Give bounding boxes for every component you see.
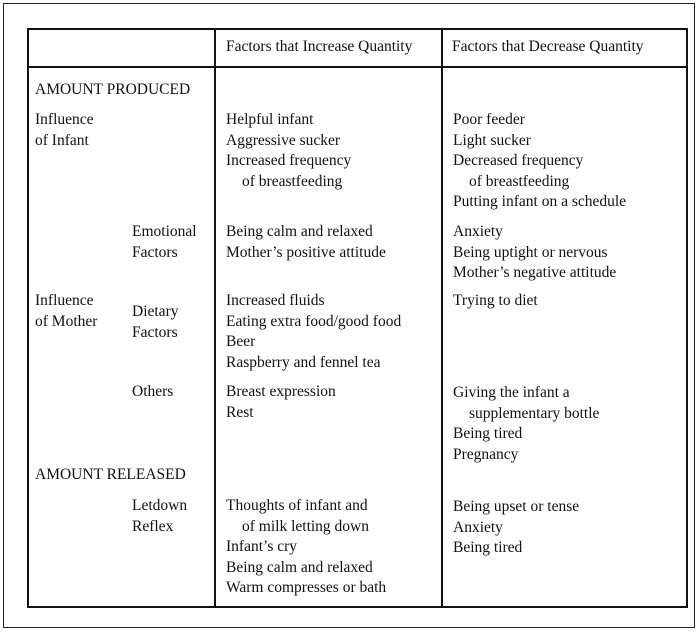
letdown-decrease-list: Being upset or tense Anxiety Being tired (453, 497, 579, 559)
list-item: Mother’s positive attitude (226, 243, 386, 261)
outer-frame (3, 3, 695, 628)
list-item: Beer (226, 333, 256, 350)
list-item: Influence (35, 111, 94, 128)
list-item: Giving the infant a (453, 384, 570, 401)
list-item: Aggressive sucker (226, 131, 341, 149)
list-item: Pregnancy (453, 445, 519, 463)
infant-increase-list: Helpful infant Aggressive sucker Increased… (226, 110, 351, 192)
list-item: Breast expression (226, 383, 336, 400)
list-item: Being uptight or nervous (453, 243, 608, 261)
list-item: Letdown (132, 497, 188, 514)
list-item: Being tired (453, 425, 523, 442)
list-item: Anxiety (453, 223, 503, 240)
others-decrease-list: Giving the infant a supplementary bottle B… (453, 383, 599, 465)
list-item: Infant’s cry (226, 538, 298, 555)
dietary-increase-list: Increased fluids Eating extra food/good f… (226, 291, 401, 373)
header-increase: Factors that Increase Quantity (226, 38, 413, 55)
list-item: Emotional (132, 223, 197, 240)
others-increase-list: Breast expression Rest (226, 382, 336, 423)
list-item: Dietary (132, 303, 179, 320)
column-divider (441, 28, 443, 608)
list-item: Reflex (132, 517, 174, 535)
list-item: Influence (35, 292, 94, 309)
list-item: Increased fluids (226, 292, 325, 309)
emotional-label: Emotional Factors (132, 222, 197, 263)
list-item: Helpful infant (226, 111, 314, 128)
mother-label: Influence of Mother (35, 291, 97, 332)
list-item: Mother’s negative attitude (453, 264, 617, 281)
list-item: Being calm and relaxed (226, 558, 373, 576)
letdown-label: Letdown Reflex (132, 496, 187, 537)
list-item: Anxiety (453, 518, 503, 536)
section-amount-produced: AMOUNT PRODUCED (35, 81, 191, 98)
list-item: Being calm and relaxed (226, 223, 373, 240)
list-item: of breastfeeding (242, 172, 343, 190)
list-item: Eating extra food/good food (226, 312, 402, 330)
factors-table (27, 28, 688, 608)
section-amount-released: AMOUNT RELEASED (35, 466, 186, 483)
list-item: Factors (132, 323, 178, 341)
list-item: of breastfeeding (469, 172, 570, 190)
column-divider (214, 28, 216, 608)
list-item: of Mother (35, 312, 98, 330)
list-item: Decreased frequency (453, 152, 584, 169)
list-item: Rest (226, 403, 254, 421)
dietary-decrease-list: Trying to diet (453, 291, 538, 312)
list-item: Warm compresses or bath (226, 579, 387, 596)
list-item: Factors (132, 243, 178, 261)
list-item: Putting infant on a schedule (453, 193, 627, 210)
emotional-decrease-list: Anxiety Being uptight or nervous Mother’s … (453, 222, 616, 284)
infant-decrease-list: Poor feeder Light sucker Decreased frequen… (453, 110, 626, 213)
list-item: Trying to diet (453, 292, 538, 309)
list-item: Increased frequency (226, 152, 352, 169)
list-item: Light sucker (453, 131, 531, 149)
list-item: Being tired (453, 539, 523, 556)
dietary-label: Dietary Factors (132, 302, 178, 343)
header-decrease: Factors that Decrease Quantity (452, 38, 644, 55)
list-item: supplementary bottle (469, 404, 600, 422)
infant-label: Influence of Infant (35, 110, 94, 151)
list-item: of milk letting down (242, 517, 370, 535)
emotional-increase-list: Being calm and relaxed Mother’s positive … (226, 222, 386, 263)
letdown-increase-list: Thoughts of infant and of milk letting do… (226, 496, 386, 599)
others-label: Others (132, 382, 173, 403)
list-item: Poor feeder (453, 111, 525, 128)
list-item: Thoughts of infant and (226, 497, 368, 514)
list-item: Raspberry and fennel tea (226, 353, 381, 371)
list-item: Others (132, 383, 174, 400)
list-item: of Infant (35, 131, 89, 149)
list-item: Being upset or tense (453, 498, 580, 515)
header-divider (27, 66, 688, 68)
